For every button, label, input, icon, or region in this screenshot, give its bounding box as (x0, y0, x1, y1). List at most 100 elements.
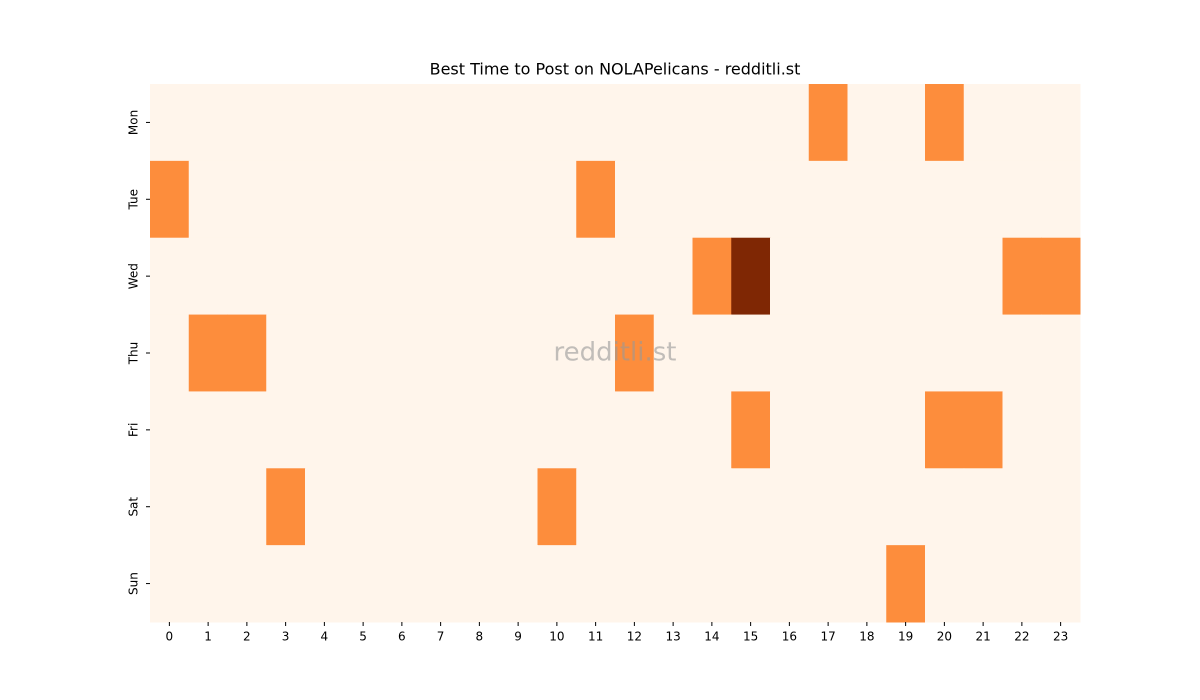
x-tick-label: 21 (975, 630, 990, 644)
heatmap-cell (305, 84, 345, 162)
heatmap-cell (460, 160, 500, 239)
heatmap-cell (498, 84, 538, 162)
heatmap-cell (963, 84, 1003, 162)
heatmap-cell (653, 237, 693, 316)
heatmap-cell (963, 237, 1003, 316)
heatmap-cell (382, 160, 422, 239)
heatmap-cell (615, 545, 655, 623)
heatmap-cell (692, 160, 732, 239)
heatmap-cell (498, 160, 538, 239)
x-tick-label: 16 (782, 630, 797, 644)
heatmap-cell (460, 468, 500, 546)
heatmap-cell (963, 314, 1003, 392)
x-tick-label: 0 (166, 630, 174, 644)
heatmap-cell (227, 545, 267, 623)
heatmap-cell (808, 468, 848, 546)
watermark: redditli.st (554, 338, 677, 368)
heatmap-cell (615, 314, 655, 392)
heatmap-cell (227, 391, 267, 469)
heatmap-cell (537, 391, 577, 469)
heatmap-cell (266, 545, 306, 623)
heatmap-cell (886, 84, 926, 162)
heatmap-cell (770, 468, 810, 546)
x-tick-label: 22 (1014, 630, 1029, 644)
heatmap-cell (266, 160, 306, 239)
heatmap-cell (731, 237, 771, 316)
x-tick-label: 12 (627, 630, 642, 644)
heatmap-cell (1002, 84, 1042, 162)
heatmap-cell (421, 314, 461, 392)
heatmap-cell (925, 237, 965, 316)
heatmap-cell (1041, 468, 1081, 546)
heatmap-cell (808, 160, 848, 239)
heatmap-cell (770, 84, 810, 162)
heatmap-cell (847, 545, 887, 623)
x-tick-label: 11 (588, 630, 603, 644)
heatmap-cell (847, 160, 887, 239)
heatmap-cell (886, 237, 926, 316)
heatmap-cell (576, 160, 616, 239)
heatmap-cell (150, 391, 190, 469)
heatmap-cell (227, 314, 267, 392)
heatmap-cell (460, 237, 500, 316)
heatmap-cell (266, 391, 306, 469)
heatmap-cell (808, 391, 848, 469)
heatmap-cell (731, 391, 771, 469)
heatmap-cell (963, 468, 1003, 546)
heatmap-cell (227, 160, 267, 239)
heatmap-cell (305, 237, 345, 316)
y-tick-label: Mon (127, 110, 141, 135)
heatmap-cell (382, 237, 422, 316)
heatmap-cell (770, 314, 810, 392)
x-tick-label: 3 (282, 630, 290, 644)
heatmap-cell (305, 314, 345, 392)
x-tick-label: 18 (859, 630, 874, 644)
heatmap-cell (886, 545, 926, 623)
heatmap-cell (925, 314, 965, 392)
y-tick-label: Thu (127, 342, 141, 366)
heatmap-cell (770, 160, 810, 239)
y-tick-label: Sun (127, 572, 141, 595)
heatmap-cell (1041, 84, 1081, 162)
heatmap-cell (460, 391, 500, 469)
heatmap-cell (382, 545, 422, 623)
x-tick-label: 15 (743, 630, 758, 644)
heatmap-cell (150, 468, 190, 546)
heatmap-cell (188, 237, 228, 316)
heatmap-cell (1002, 468, 1042, 546)
heatmap-cell (653, 84, 693, 162)
x-tick-label: 10 (549, 630, 564, 644)
heatmap-cell (382, 314, 422, 392)
heatmap-cell (847, 84, 887, 162)
x-tick-label: 4 (321, 630, 329, 644)
heatmap-cells (150, 84, 1081, 623)
heatmap-cell (576, 84, 616, 162)
heatmap-cell (343, 237, 383, 316)
heatmap-cell (692, 468, 732, 546)
heatmap-cell (770, 237, 810, 316)
heatmap-cell (343, 468, 383, 546)
heatmap-cell (925, 160, 965, 239)
heatmap-cell (847, 314, 887, 392)
heatmap-cell (305, 391, 345, 469)
heatmap-cell (692, 391, 732, 469)
heatmap-cell (343, 84, 383, 162)
heatmap-cell (460, 84, 500, 162)
heatmap-cell (653, 545, 693, 623)
heatmap-cell (847, 468, 887, 546)
heatmap-cell (615, 237, 655, 316)
heatmap-cell (731, 84, 771, 162)
heatmap-cell (1041, 545, 1081, 623)
heatmap-cell (421, 237, 461, 316)
heatmap-cell (150, 545, 190, 623)
heatmap-cell (1041, 237, 1081, 316)
heatmap-cell (382, 391, 422, 469)
heatmap-cell (808, 84, 848, 162)
x-tick-label: 7 (437, 630, 445, 644)
heatmap-cell (421, 391, 461, 469)
heatmap-cell (227, 237, 267, 316)
heatmap-cell (963, 545, 1003, 623)
heatmap-cell (925, 391, 965, 469)
heatmap-cell (498, 314, 538, 392)
